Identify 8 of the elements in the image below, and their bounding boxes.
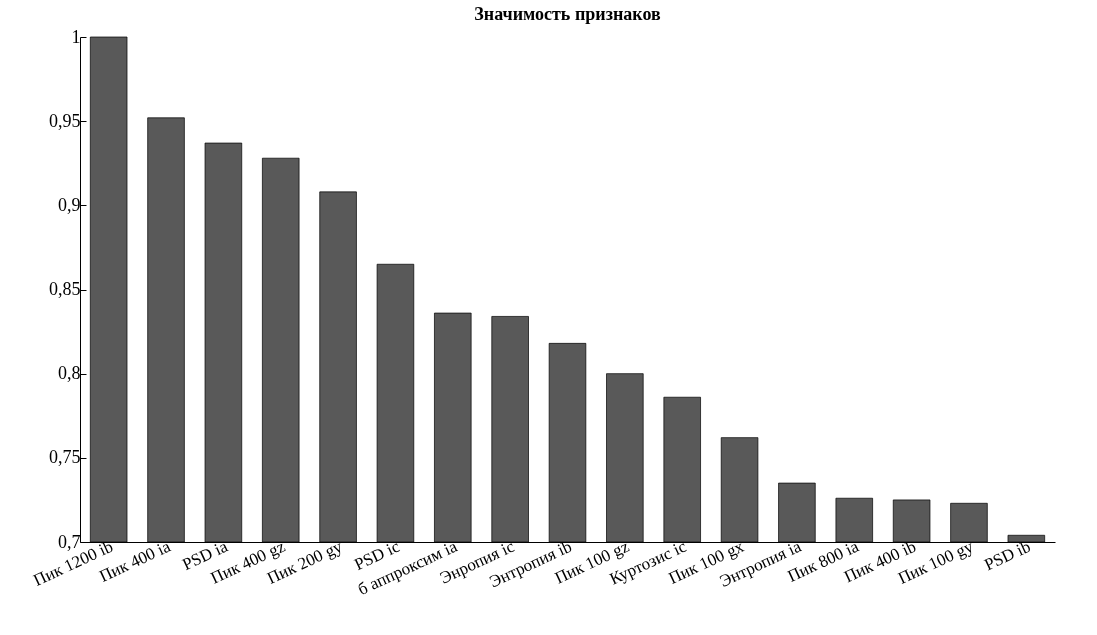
y-tick-label: 1: [71, 26, 81, 47]
y-tick-label: 0,85: [49, 279, 81, 299]
y-tick-label: 0,75: [49, 447, 81, 468]
x-tick-label: PSD ib: [981, 536, 1034, 575]
y-tick-label: 0,95: [49, 110, 81, 131]
y-tick-label: 0,9: [58, 194, 81, 215]
chart-title: Значимость признаков: [474, 4, 661, 24]
y-tick-label: 0,8: [58, 363, 81, 384]
